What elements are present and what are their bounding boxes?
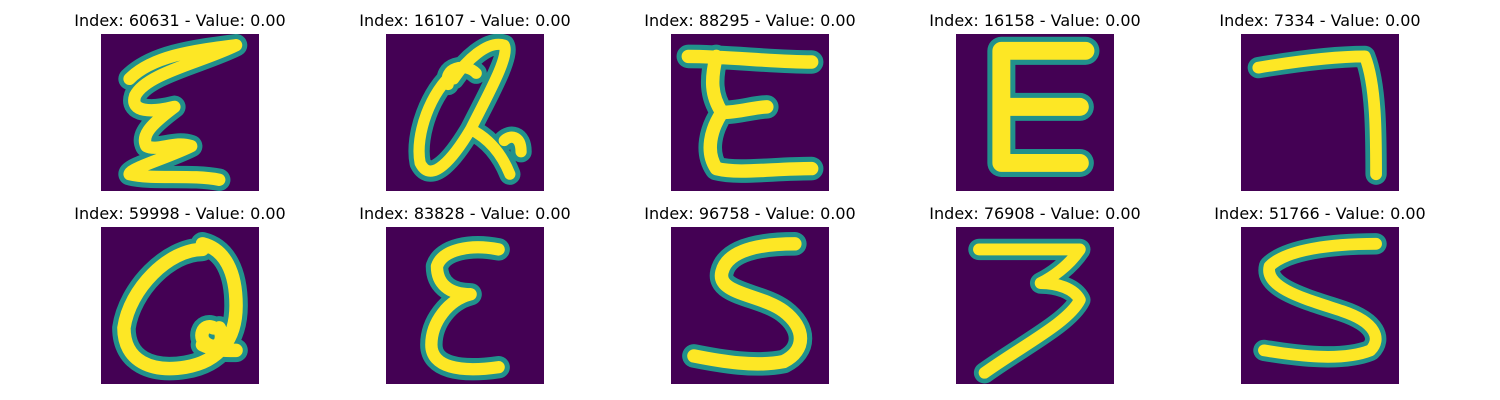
panel-title: Index: 60631 - Value: 0.00: [74, 11, 286, 30]
glyph-image-q-script: [386, 34, 544, 191]
glyph-image-q-round: [101, 227, 259, 384]
panel-title: Index: 88295 - Value: 0.00: [644, 11, 856, 30]
glyph-image-e-curly: [386, 227, 544, 384]
glyph-image-e-block: [956, 34, 1114, 191]
panel-title: Index: 83828 - Value: 0.00: [359, 204, 571, 223]
glyph-svg: [1253, 233, 1387, 368]
panel-title: Index: 16158 - Value: 0.00: [929, 11, 1141, 30]
panel-title: Index: 51766 - Value: 0.00: [1214, 204, 1426, 223]
glyph-svg: [118, 34, 248, 191]
panel-title: Index: 59998 - Value: 0.00: [74, 204, 286, 223]
glyph-image-seven: [1241, 34, 1399, 191]
glyph-svg: [1247, 45, 1387, 185]
glyph-image-s-wide: [1241, 227, 1399, 384]
panel-3: Index: 88295 - Value: 0.00: [630, 12, 870, 192]
panel-4: Index: 16158 - Value: 0.00: [915, 12, 1155, 192]
glyph-image-e-bar: [671, 34, 829, 191]
glyph-svg: [968, 238, 1091, 384]
panel-7: Index: 83828 - Value: 0.00: [345, 205, 585, 385]
panel-1: Index: 60631 - Value: 0.00: [60, 12, 300, 192]
glyph-svg: [420, 236, 510, 381]
glyph-image-e-script: [101, 34, 259, 191]
glyph-svg: [408, 34, 532, 185]
glyph-image-three: [956, 227, 1114, 384]
glyph-svg: [676, 44, 824, 183]
panel-title: Index: 76908 - Value: 0.00: [929, 204, 1141, 223]
glyph-image-s: [671, 227, 829, 384]
panel-title: Index: 7334 - Value: 0.00: [1219, 11, 1421, 30]
panel-9: Index: 76908 - Value: 0.00: [915, 205, 1155, 385]
glyph-svg: [987, 36, 1100, 177]
panel-6: Index: 59998 - Value: 0.00: [60, 205, 300, 385]
panel-title: Index: 16107 - Value: 0.00: [359, 11, 571, 30]
glyph-svg: [112, 232, 248, 381]
panel-5: Index: 7334 - Value: 0.00: [1200, 12, 1440, 192]
glyph-svg: [682, 232, 813, 376]
panel-8: Index: 96758 - Value: 0.00: [630, 205, 870, 385]
panel-title: Index: 96758 - Value: 0.00: [644, 204, 856, 223]
panel-10: Index: 51766 - Value: 0.00: [1200, 205, 1440, 385]
panel-2: Index: 16107 - Value: 0.00: [345, 12, 585, 192]
